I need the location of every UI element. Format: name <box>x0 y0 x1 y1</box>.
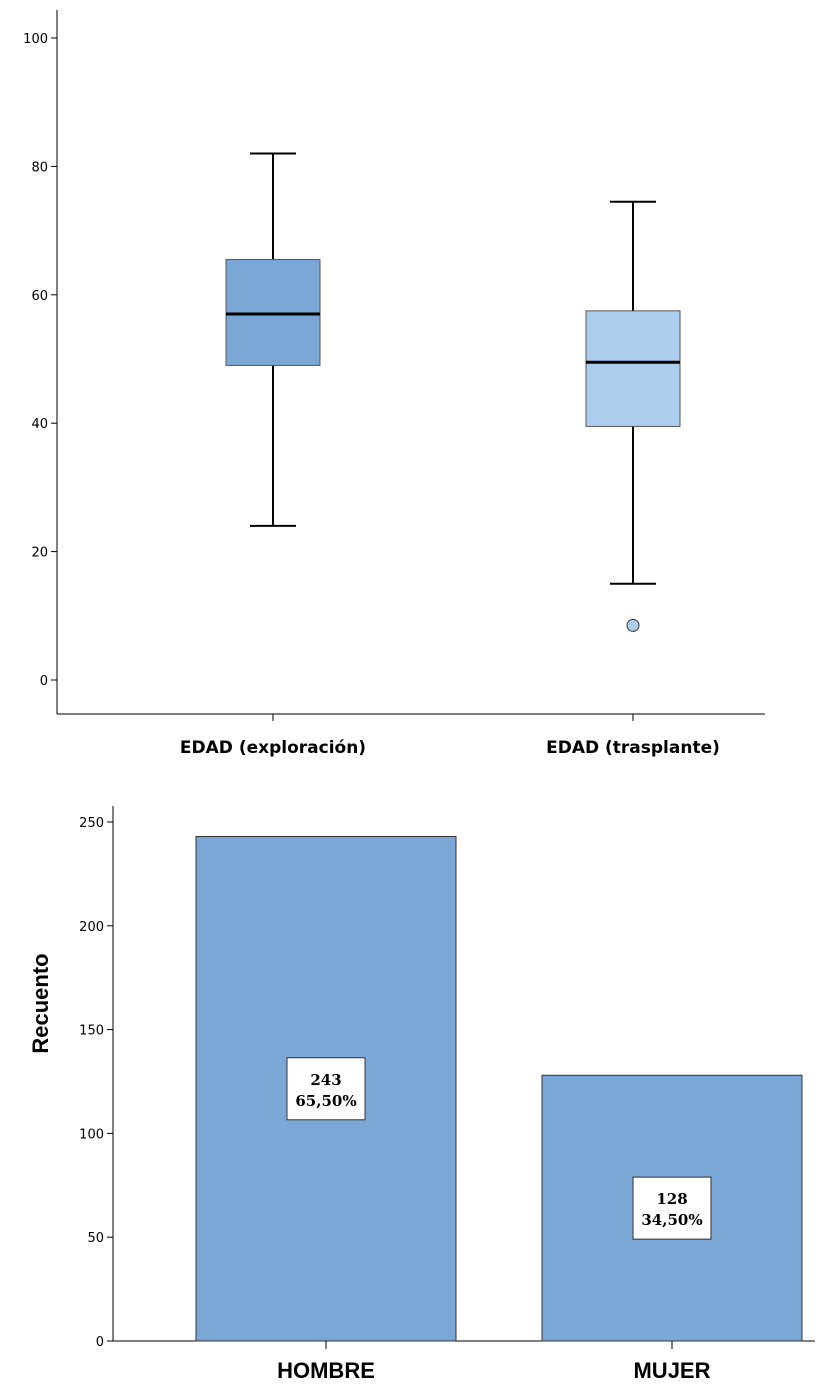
bar-chart: 0 50 100 150 200 250 Recuento 243 65,50% HOMBRE 12… <box>28 806 815 1383</box>
y-tick-label: 100 <box>79 1127 104 1142</box>
data-label-box <box>286 1057 366 1121</box>
x-category-label: EDAD (exploración) <box>180 738 366 758</box>
y-tick-label: 200 <box>79 920 104 935</box>
y-tick-label: 0 <box>40 674 48 689</box>
y-tick-label: 0 <box>96 1335 104 1350</box>
iqr-box <box>585 310 681 427</box>
iqr-box <box>225 258 321 366</box>
y-tick-label: 80 <box>31 160 48 175</box>
y-tick-label: 20 <box>31 546 48 561</box>
box-group <box>225 152 321 527</box>
y-tick-label: 250 <box>79 816 104 831</box>
y-tick-label: 40 <box>31 417 48 432</box>
box-group <box>585 200 681 632</box>
data-label-percent: 34,50% <box>641 1211 702 1229</box>
x-category-label: EDAD (trasplante) <box>546 738 720 758</box>
y-tick-label: 150 <box>79 1024 104 1039</box>
data-label-count: 243 <box>310 1071 341 1089</box>
y-tick-label: 50 <box>87 1231 104 1246</box>
data-label-percent: 65,50% <box>295 1092 356 1110</box>
x-category-label: HOMBRE <box>277 1358 375 1383</box>
x-category-label: MUJER <box>633 1358 710 1383</box>
y-axis-title: Recuento <box>28 953 53 1053</box>
y-tick-label: 60 <box>31 289 48 304</box>
boxplot-chart: 0 20 40 60 80 100 EDAD (exploración) EDAD (tras… <box>23 10 765 758</box>
outlier-point <box>626 618 640 632</box>
data-label-box <box>632 1176 712 1240</box>
data-label-count: 128 <box>656 1190 687 1208</box>
y-tick-label: 100 <box>23 32 48 47</box>
